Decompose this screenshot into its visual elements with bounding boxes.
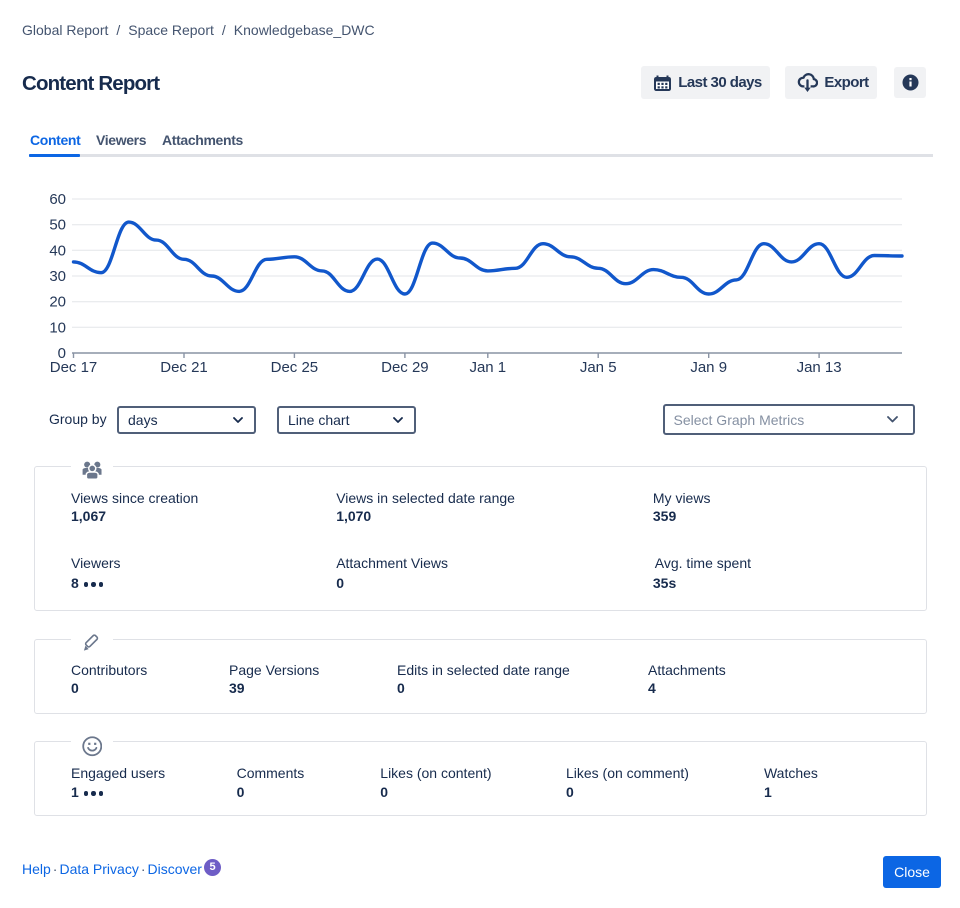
svg-text:Jan 5: Jan 5: [580, 359, 617, 376]
svg-text:30: 30: [49, 268, 66, 285]
svg-text:20: 20: [49, 294, 66, 311]
svg-text:10: 10: [49, 319, 66, 336]
svg-text:Jan 13: Jan 13: [797, 359, 842, 376]
svg-text:Jan 9: Jan 9: [690, 359, 727, 376]
svg-text:Dec 25: Dec 25: [271, 359, 319, 376]
svg-text:Dec 17: Dec 17: [50, 359, 98, 376]
svg-text:50: 50: [49, 217, 66, 234]
svg-text:Dec 21: Dec 21: [160, 359, 208, 376]
svg-text:40: 40: [49, 242, 66, 259]
svg-text:60: 60: [49, 191, 66, 208]
svg-text:Jan 1: Jan 1: [469, 359, 506, 376]
svg-text:0: 0: [58, 345, 66, 362]
svg-text:Dec 29: Dec 29: [381, 359, 429, 376]
